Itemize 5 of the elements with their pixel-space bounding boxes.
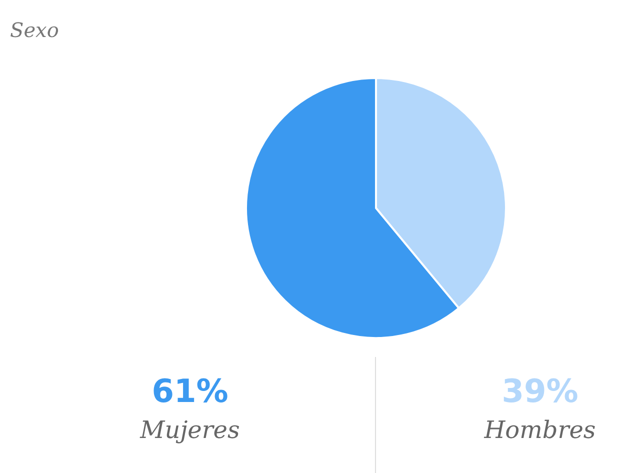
- data-label: 39%: [500, 372, 580, 410]
- slice-label: Mujeres: [138, 416, 241, 444]
- chart-title: Sexo: [10, 18, 59, 42]
- data-label: 61%: [150, 372, 230, 410]
- slice-label: Hombres: [483, 416, 597, 444]
